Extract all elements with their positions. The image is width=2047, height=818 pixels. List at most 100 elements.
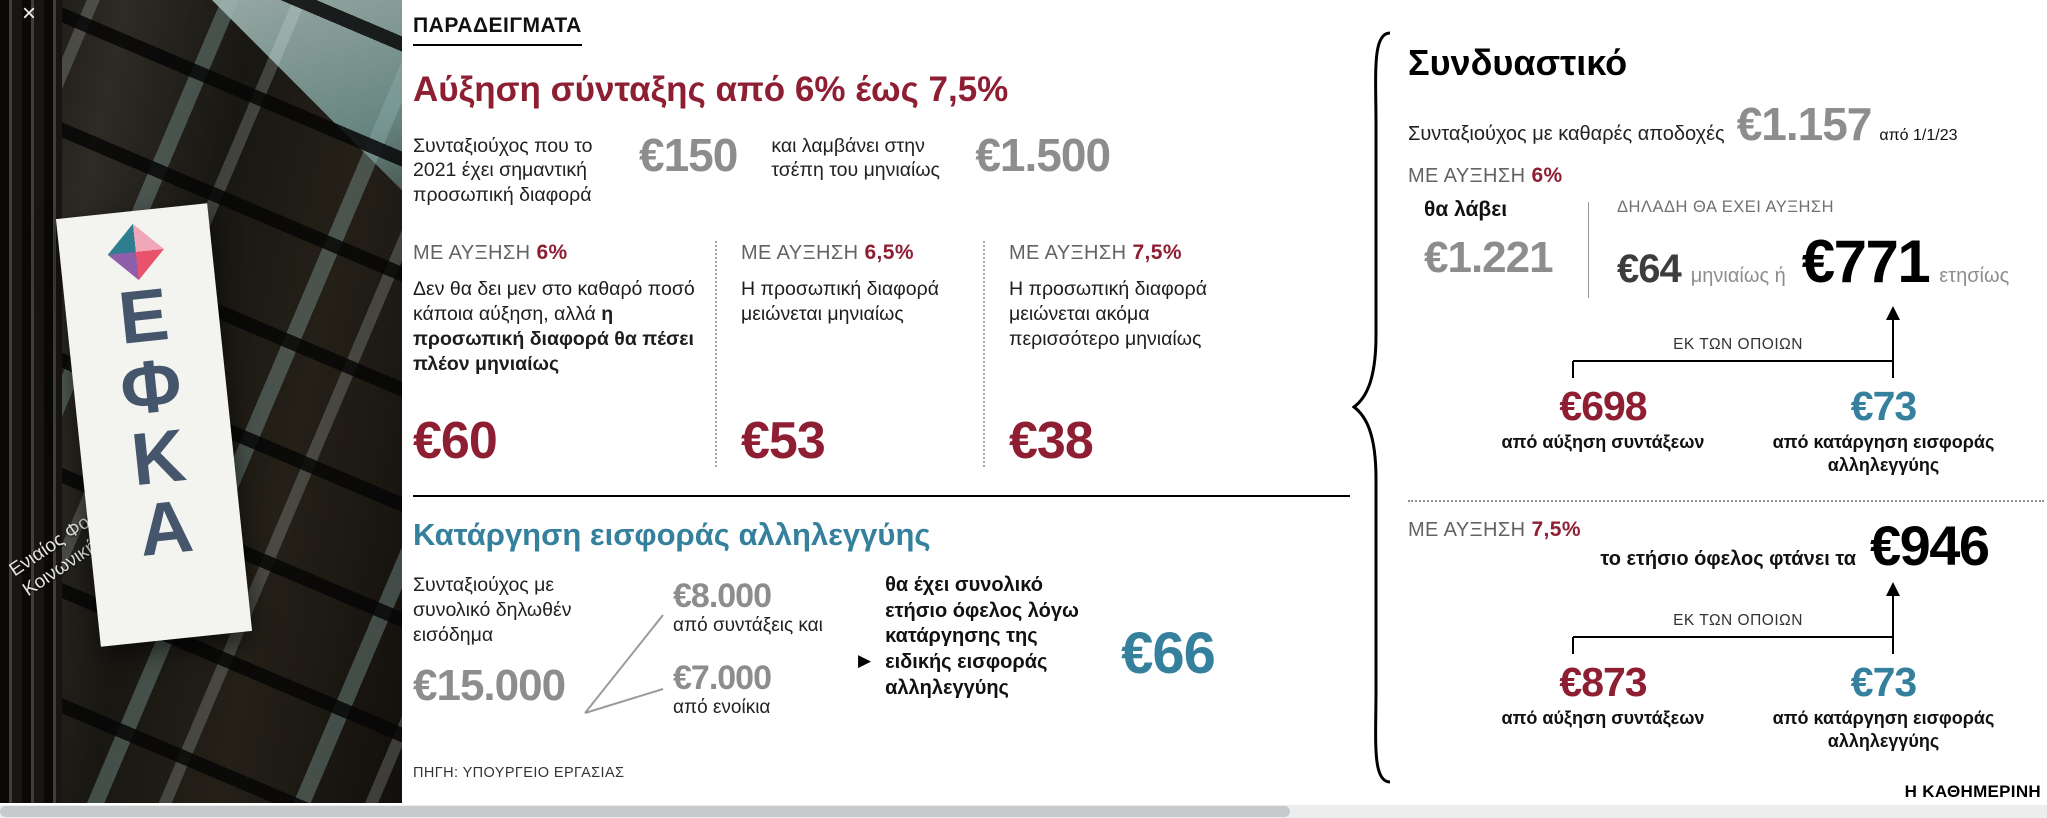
breakdown-part-pensions: €698 από αύξηση συντάξεων (1478, 386, 1728, 454)
brace-bracket (1352, 31, 1391, 784)
yearly-suffix: ετησίως (1939, 265, 2010, 287)
combo-lead: Συνταξιούχος με καθαρές αποδοχές €1.157 … (1408, 98, 2044, 150)
scenario-body: Η προσωπική διαφορά μειώνεται ακόμα περι… (1009, 277, 1233, 415)
dotted-divider (1408, 500, 2044, 502)
intro-amount-2: €1.500 (975, 129, 1111, 181)
combo-content: Συνδυαστικό Συνταξιούχος με καθαρές αποδ… (1408, 0, 2044, 754)
breakdown-6: ΕΚ ΤΩΝ ΟΠΟΙΩΝ €698 από αύξηση συντάξεων … (1408, 306, 2044, 478)
part-label: από αύξηση συντάξεων (1501, 708, 1705, 728)
split2-amount: €7.000 (673, 659, 772, 698)
case6-label: ΜΕ ΑΥΞΗΣΗ 6% (1408, 164, 2044, 188)
right-arrow-icon: ▶ (858, 651, 872, 671)
result-amount: €66 (1121, 621, 1216, 687)
case75-left: ΜΕ ΑΥΞΗΣΗ 7,5% το ετήσιο όφελος φτάνει τ… (1408, 518, 1856, 571)
section-divider (413, 495, 1350, 498)
of-which-label: ΕΚ ΤΩΝ ΟΠΟΙΩΝ (1613, 612, 1863, 630)
scenario-amount: €38 (1009, 412, 1094, 471)
scenario-text-bold: η προσωπική διαφορά θα πέσει πλέον μηνια… (413, 303, 694, 375)
fork-lines (584, 614, 664, 715)
combo-lead-note: από 1/1/23 (1879, 127, 1958, 144)
benefit-amount: €946 (1870, 514, 1990, 577)
efka-building-photo: × Ε Φ Κ Α Ενιαίος Φορέας Κοινωνικής Ασφά… (0, 0, 402, 803)
combo-lead-amount: €1.157 (1736, 98, 1873, 150)
combo-title: Συνδυαστικό (1408, 42, 1628, 83)
breakdown-part-solidarity: €73 από κατάργηση εισφοράς αλληλεγγύης (1756, 662, 2011, 752)
horizontal-scrollbar[interactable] (0, 805, 2047, 818)
receive-amount: €1.221 (1424, 233, 1554, 282)
increase-pct: 6,5% (864, 241, 914, 265)
pension-intro: Συνταξιούχος που το 2021 έχει σημαντική … (413, 132, 1350, 207)
breakdown-part-solidarity: €73 από κατάργηση εισφοράς αλληλεγγύης (1756, 386, 2011, 476)
combo-section: Συνδυαστικό Συνταξιούχος με καθαρές αποδ… (1352, 0, 2047, 800)
publisher-logo: Η ΚΑΘΗΜΕΡΙΝΗ (1904, 782, 2041, 801)
pension-title: Αύξηση σύνταξης από 6% έως 7,5% (413, 70, 1009, 109)
increase-label: ΜΕ ΑΥΞΗΣΗ (1408, 519, 1526, 541)
part-label: από κατάργηση εισφοράς αλληλεγγύης (1772, 432, 1995, 475)
of-which-label: ΕΚ ΤΩΝ ΟΠΟΙΩΝ (1613, 336, 1863, 354)
intro-text-2: και λαμβάνει στην τσέπη του μηνιαίως (771, 135, 940, 182)
examples-section: ΠΑΡΑΔΕΙΓΜΑΤΑ Αύξηση σύνταξης από 6% έως … (413, 0, 1350, 800)
breakdown-lines (1572, 306, 1900, 378)
increase-label: ΜΕ ΑΥΞΗΣΗ (413, 242, 531, 265)
solidarity-title: Κατάργηση εισφοράς αλληλεγγύης (413, 517, 931, 553)
split1-amount: €8.000 (673, 577, 772, 616)
sign-letter: Ε (114, 272, 171, 360)
scenario-label: ΜΕ ΑΥΞΗΣΗ 7,5% (1009, 241, 1233, 265)
monthly-amount: €64 (1617, 247, 1682, 291)
solidarity-lead: Συνταξιούχος με συνολικό δηλωθέν εισόδημ… (413, 574, 572, 647)
increase-amounts: €64 μηνιαίως ή €771 ετησίως (1617, 227, 2009, 296)
part-amount: €73 (1850, 659, 1917, 705)
scenario-body: Δεν θα δει μεν στο καθαρό ποσό κάποια αύ… (413, 277, 697, 415)
solidarity-lead-block: Συνταξιούχος με συνολικό δηλωθέν εισόδημ… (413, 573, 581, 708)
benefit-label: το ετήσιο όφελος φτάνει τα (1600, 548, 1856, 570)
yearly-amount: €771 (1801, 228, 1931, 295)
income-breakdown: €8.000 από συντάξεις και €7.000 από ενοί… (673, 579, 858, 719)
breakdown-lines (1572, 582, 1900, 654)
source-note: ΠΗΓΗ: ΥΠΟΥΡΓΕΙΟ ΕΡΓΑΣΙΑΣ (413, 765, 625, 782)
increase-caption: ΔΗΛΑΔΗ ΘΑ ΕΧΕΙ ΑΥΞΗΣΗ (1617, 198, 1835, 216)
increase-pct: 6% (536, 241, 568, 265)
receive-label: θα λάβει (1424, 198, 1508, 221)
monthly-suffix: μηνιαίως ή (1690, 265, 1786, 287)
sign-letter: Α (134, 484, 195, 572)
increase-pct: 6% (1531, 164, 1563, 187)
increase-block: ΔΗΛΑΔΗ ΘΑ ΕΧΕΙ ΑΥΞΗΣΗ €64 μηνιαίως ή €77… (1617, 198, 2009, 298)
increase-pct: 7,5% (1132, 241, 1182, 265)
scenario-columns: ΜΕ ΑΥΞΗΣΗ 6% Δεν θα δει μεν στο καθαρό π… (413, 241, 1350, 471)
breakdown-75: ΕΚ ΤΩΝ ΟΠΟΙΩΝ €873 από αύξηση συντάξεων … (1408, 582, 2044, 754)
income-total: €15.000 (413, 660, 566, 710)
scenario-text: Η προσωπική διαφορά μειώνεται ακόμα περι… (1009, 278, 1207, 351)
part-amount: €873 (1559, 659, 1647, 705)
combo-lead-text: Συνταξιούχος με καθαρές αποδοχές (1408, 123, 1725, 145)
part-label: από κατάργηση εισφοράς αλληλεγγύης (1772, 708, 1995, 751)
efka-logo-icon (107, 223, 164, 281)
scenario-label: ΜΕ ΑΥΞΗΣΗ 6,5% (741, 241, 965, 265)
scenario-text: Δεν θα δει μεν στο καθαρό ποσό κάποια αύ… (413, 278, 695, 326)
split2-label: από ενοίκια (673, 697, 771, 719)
scenario-amount: €53 (741, 412, 826, 471)
increase-label: ΜΕ ΑΥΞΗΣΗ (1009, 242, 1127, 265)
case6-row: θα λάβει €1.221 ΔΗΛΑΔΗ ΘΑ ΕΧΕΙ ΑΥΞΗΣΗ €6… (1408, 198, 2044, 298)
facade-slats (0, 0, 62, 803)
close-icon[interactable]: × (22, 0, 37, 27)
increase-label: ΜΕ ΑΥΞΗΣΗ (1408, 165, 1526, 187)
receive-block: θα λάβει €1.221 (1408, 198, 1584, 298)
scrollbar-handle[interactable] (0, 806, 1290, 817)
result-text: θα έχει συνολικό ετήσιο όφελος λόγω κατά… (885, 574, 1079, 699)
scenario-label: ΜΕ ΑΥΞΗΣΗ 6% (413, 241, 697, 265)
split1-label: από συντάξεις και (673, 615, 823, 637)
intro-text-1: Συνταξιούχος που το 2021 έχει σημαντική … (413, 135, 593, 206)
scenario-amount: €60 (413, 412, 498, 471)
solidarity-example: Συνταξιούχος με συνολικό δηλωθέν εισόδημ… (413, 573, 1350, 731)
scenario-column-6: ΜΕ ΑΥΞΗΣΗ 6% Δεν θα δει μεν στο καθαρό π… (413, 241, 715, 467)
increase-label: ΜΕ ΑΥΞΗΣΗ (741, 242, 859, 265)
case75-label: ΜΕ ΑΥΞΗΣΗ 7,5% (1408, 518, 1856, 542)
scenario-column-75: ΜΕ ΑΥΞΗΣΗ 7,5% Η προσωπική διαφορά μειών… (983, 241, 1251, 471)
scenario-text: Η προσωπική διαφορά μειώνεται μηνιαίως (741, 278, 939, 326)
scenario-column-65: ΜΕ ΑΥΞΗΣΗ 6,5% Η προσωπική διαφορά μειών… (715, 241, 983, 471)
scenario-body: Η προσωπική διαφορά μειώνεται μηνιαίως (741, 277, 965, 415)
part-label: από αύξηση συντάξεων (1501, 432, 1705, 452)
part-amount: €73 (1850, 383, 1917, 429)
case75-head: ΜΕ ΑΥΞΗΣΗ 7,5% το ετήσιο όφελος φτάνει τ… (1408, 518, 2044, 574)
